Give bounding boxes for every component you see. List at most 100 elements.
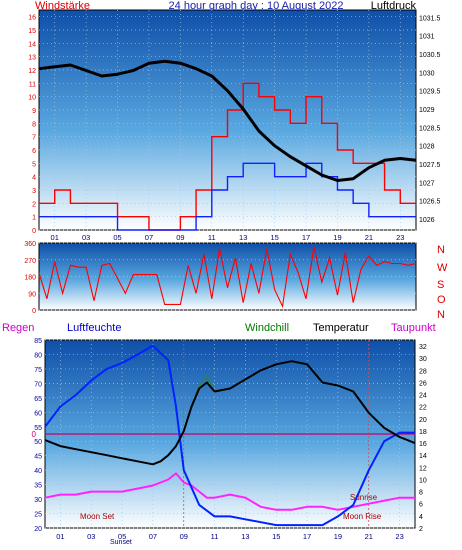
x-tick-label: 07 — [145, 233, 153, 242]
x-tick-label: 19 — [333, 233, 341, 242]
x-tick-label: 01 — [51, 233, 59, 242]
temperature-tick-label: 22 — [419, 405, 427, 412]
moon-rise-label: Moon Rise — [343, 512, 382, 521]
humidity-tick-label: 55 — [34, 425, 42, 432]
left-tick-label: 13 — [28, 55, 36, 62]
left-tick-label: 11 — [29, 81, 36, 88]
humidity-tick-label: 20 — [34, 526, 42, 533]
x-tick-label: 19 — [334, 532, 342, 541]
direction-tick-label: 360 — [24, 241, 36, 248]
humidity-tick-label: 60 — [34, 410, 42, 417]
x-tick-label: 09 — [176, 233, 184, 242]
x-tick-label: 05 — [118, 532, 126, 541]
temperature-tick-label: 14 — [419, 453, 427, 460]
temperature-series-line — [44, 360, 416, 466]
humidity-tick-label: 25 — [34, 512, 42, 519]
compass-label: W — [437, 262, 448, 274]
moon-set-label: Moon Set — [80, 512, 115, 521]
left-tick-label: 2 — [32, 201, 36, 208]
x-tick-label: 05 — [113, 233, 121, 242]
direction-tick-label: 90 — [28, 291, 36, 298]
left-tick-label: 3 — [32, 188, 36, 195]
sunset-label: Sunset — [110, 539, 132, 546]
humidity-tick-label: 85 — [34, 338, 42, 345]
wind-series-line — [39, 162, 416, 231]
left-tick-label: 9 — [32, 108, 36, 115]
left-tick-label: 4 — [32, 175, 36, 182]
x-tick-label: 01 — [56, 532, 64, 541]
temperature-tick-label: 32 — [419, 344, 427, 351]
temperature-tick-label: 16 — [419, 441, 427, 448]
humidity-tick-label: 75 — [34, 367, 42, 374]
x-tick-label: 07 — [149, 532, 157, 541]
x-tick-label: 15 — [270, 233, 278, 242]
left-tick-label: 7 — [32, 135, 36, 142]
temperature-tick-label: 12 — [419, 465, 427, 472]
humidity-label: Luftfeuchte — [67, 322, 121, 334]
temperature-tick-label: 30 — [419, 356, 427, 363]
humidity-tick-label: 45 — [34, 454, 42, 461]
dewpoint-label: Taupunkt — [391, 322, 436, 334]
compass-label: N — [437, 309, 445, 321]
right-tick-label: 1027.5 — [419, 162, 441, 169]
right-tick-label: 1027 — [419, 180, 435, 187]
x-tick-label: 11 — [211, 532, 219, 541]
pressure-label: Luftdruck — [371, 0, 417, 12]
left-tick-label: 12 — [28, 68, 36, 75]
humidity-tick-label: 70 — [34, 381, 42, 388]
compass-label: N — [437, 244, 445, 256]
x-tick-label: 03 — [82, 233, 90, 242]
temperature-tick-label: 4 — [419, 514, 423, 521]
right-tick-label: 1028 — [419, 144, 435, 151]
x-tick-label: 21 — [365, 233, 373, 242]
x-tick-label: 09 — [180, 532, 188, 541]
left-tick-label: 5 — [32, 161, 36, 168]
rain-label: Regen — [2, 322, 34, 334]
left-tick-label: 1 — [32, 215, 36, 222]
right-tick-label: 1030.5 — [419, 52, 441, 59]
left-tick-label: 0 — [32, 228, 36, 235]
humidity-tick-label: 30 — [34, 497, 42, 504]
temperature-tick-label: 2 — [419, 526, 423, 533]
temperature-tick-label: 8 — [419, 490, 423, 497]
temperature-tick-label: 18 — [419, 429, 427, 436]
wind-strength-label: Windstärke — [35, 0, 90, 12]
humidity-tick-label: 65 — [34, 396, 42, 403]
x-tick-label: 03 — [87, 532, 95, 541]
chart-marks: 01234567891011121314151610261026.5102710… — [24, 10, 448, 541]
x-tick-label: 13 — [239, 233, 247, 242]
temperature-tick-label: 26 — [419, 380, 427, 387]
compass-label: S — [437, 279, 444, 291]
temperature-tick-label: 20 — [419, 417, 427, 424]
temperature-tick-label: 24 — [419, 393, 427, 400]
temperature-label: Temperatur — [313, 322, 369, 334]
chart-title: 24 hour graph day : 10 August 2022 — [169, 0, 344, 12]
humidity-tick-label: 50 — [34, 439, 42, 446]
right-tick-label: 1028.5 — [419, 125, 441, 132]
humidity-tick-label: 80 — [34, 352, 42, 359]
direction-tick-label: 180 — [24, 275, 36, 282]
x-tick-label: 23 — [396, 233, 404, 242]
temperature-tick-label: 10 — [419, 477, 427, 484]
sunrise-label: Sunrise — [350, 493, 378, 502]
left-tick-label: 10 — [28, 95, 36, 102]
left-tick-label: 15 — [28, 28, 36, 35]
humidity-tick-label: 40 — [34, 468, 42, 475]
dewpoint-series-line — [44, 472, 415, 511]
temperature-tick-label: 6 — [419, 502, 423, 509]
humidity-series-line — [44, 344, 415, 527]
x-tick-label: 17 — [302, 233, 310, 242]
left-tick-label: 8 — [32, 121, 36, 128]
wind-direction-line — [38, 246, 417, 309]
left-tick-label: 6 — [32, 148, 36, 155]
direction-tick-label: 270 — [24, 258, 36, 265]
right-tick-label: 1031.5 — [419, 15, 441, 22]
x-tick-label: 15 — [272, 532, 280, 541]
pressure-series-line — [38, 59, 417, 182]
left-tick-label: 14 — [28, 41, 36, 48]
direction-tick-label: 0 — [32, 308, 36, 315]
windchill-label: Windchill — [245, 322, 289, 334]
right-tick-label: 1029 — [419, 107, 435, 114]
right-tick-label: 1029.5 — [419, 89, 441, 96]
